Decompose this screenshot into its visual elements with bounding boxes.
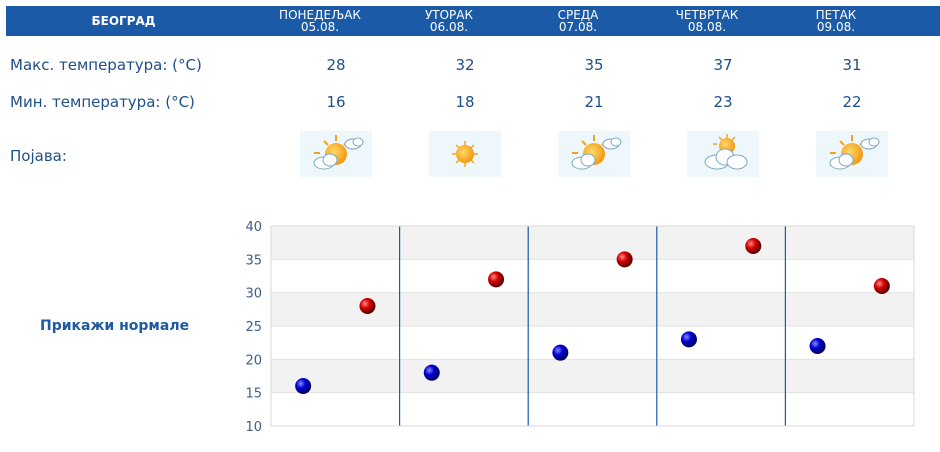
max-temp-value: 32 bbox=[455, 56, 475, 74]
min-temp-point bbox=[423, 364, 440, 381]
max-temp-value: 31 bbox=[842, 56, 862, 74]
day-name: УТОРАК bbox=[424, 8, 474, 22]
plot-band bbox=[271, 259, 914, 293]
sun-behind-cloud-icon bbox=[558, 131, 630, 177]
phenomenon-label: Појава: bbox=[10, 147, 67, 165]
cloud-with-sun-icon bbox=[687, 131, 759, 177]
min-temp-point bbox=[680, 331, 697, 348]
city-name: БЕОГРАД bbox=[91, 14, 156, 28]
plot-border bbox=[270, 225, 915, 427]
day-date: 08.08. bbox=[687, 20, 727, 34]
day-name: ПЕТАК bbox=[815, 8, 857, 22]
min-temp-point bbox=[552, 344, 569, 361]
plot-band bbox=[271, 392, 914, 426]
min-temp-label: Мин. температура: (°C) bbox=[10, 93, 195, 111]
min-temp-value: 21 bbox=[584, 93, 604, 111]
min-temp-value: 23 bbox=[713, 93, 733, 111]
y-tick-label: 35 bbox=[245, 253, 262, 268]
max-temp-label: Макс. температура: (°C) bbox=[10, 56, 202, 74]
max-temp-value: 28 bbox=[326, 56, 346, 74]
min-temp-point bbox=[809, 338, 826, 354]
min-temp-value: 16 bbox=[326, 93, 346, 111]
day-date: 06.08. bbox=[429, 20, 469, 34]
y-tick-label: 30 bbox=[245, 287, 262, 302]
max-temp-point bbox=[745, 238, 762, 254]
day-header-2: УТОРАК 06.08. bbox=[394, 9, 504, 33]
plot-band bbox=[271, 326, 914, 360]
max-temp-point bbox=[488, 271, 505, 288]
min-temp-value: 18 bbox=[455, 93, 475, 111]
plot-area bbox=[271, 226, 914, 426]
sun-behind-cloud-icon bbox=[816, 131, 888, 177]
min-temp-point bbox=[295, 378, 312, 394]
day-date: 07.08. bbox=[558, 20, 598, 34]
sun-behind-cloud-icon bbox=[300, 131, 372, 177]
data-points bbox=[295, 238, 890, 394]
max-temp-point bbox=[616, 251, 633, 268]
max-temp-value: 37 bbox=[713, 56, 733, 74]
max-temp-point bbox=[359, 298, 376, 314]
forecast-header: БЕОГРАД ПОНЕДЕЉАК 05.08. УТОРАК 06.08. С… bbox=[6, 6, 940, 36]
day-name: ПОНЕДЕЉАК bbox=[279, 8, 361, 22]
day-header-4: ЧЕТВРТАК 08.08. bbox=[652, 9, 762, 33]
day-name: ЧЕТВРТАК bbox=[675, 8, 739, 22]
day-header-1: ПОНЕДЕЉАК 05.08. bbox=[265, 9, 375, 33]
y-tick-label: 20 bbox=[245, 353, 262, 368]
day-date: 09.08. bbox=[816, 20, 856, 34]
grid bbox=[270, 225, 915, 427]
day-header-3: СРЕДА 07.08. bbox=[523, 9, 633, 33]
day-header-5: ПЕТАК 09.08. bbox=[781, 9, 891, 33]
plot-band bbox=[271, 292, 914, 326]
day-name: СРЕДА bbox=[557, 8, 599, 22]
sun-icon bbox=[429, 131, 501, 177]
y-tick-label: 40 bbox=[245, 220, 262, 235]
max-temp-value: 35 bbox=[584, 56, 604, 74]
y-tick-label: 15 bbox=[245, 387, 262, 402]
min-temp-value: 22 bbox=[842, 93, 862, 111]
y-axis: 40 35 30 25 20 15 10 bbox=[245, 220, 262, 435]
plot-band bbox=[271, 226, 914, 260]
day-date: 05.08. bbox=[300, 20, 340, 34]
max-temp-point bbox=[873, 278, 890, 294]
y-tick-label: 10 bbox=[245, 420, 262, 435]
y-tick-label: 25 bbox=[245, 320, 262, 335]
plot-band bbox=[271, 359, 914, 393]
show-normals-link[interactable]: Прикажи нормале bbox=[40, 318, 190, 334]
